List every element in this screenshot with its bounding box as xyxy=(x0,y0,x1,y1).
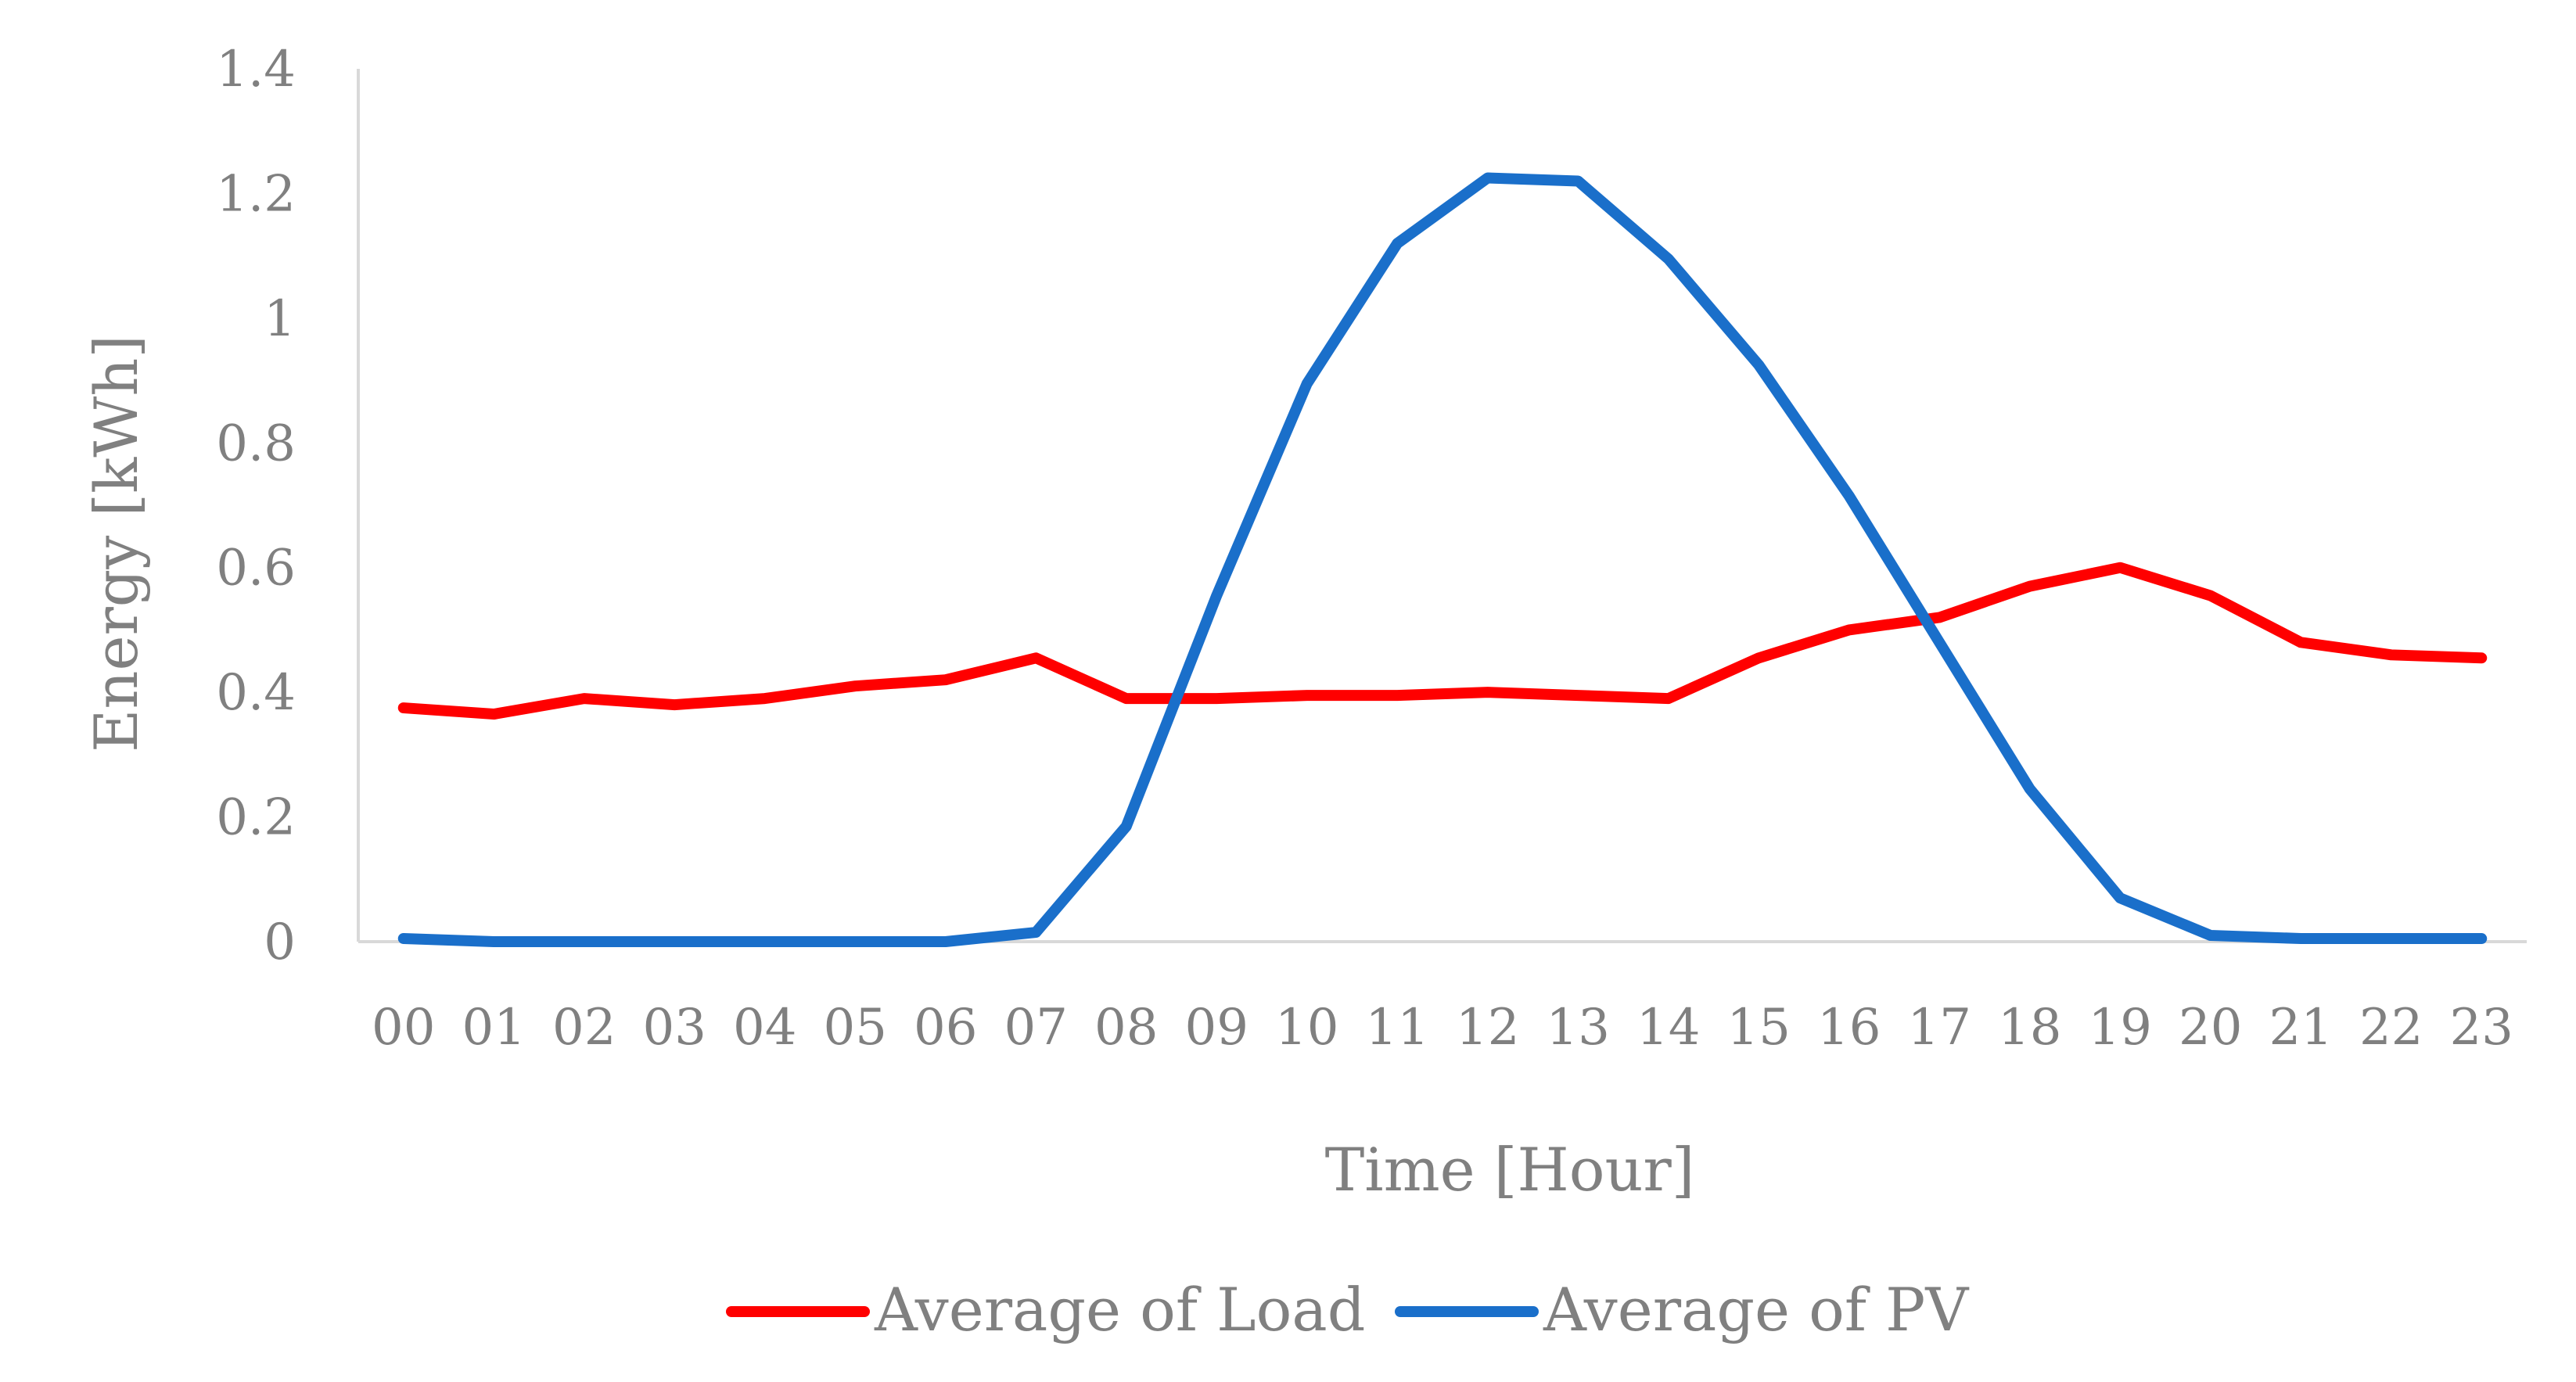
labels-layer: Time [Hour] Energy [kWh] 00.20.40.60.811… xyxy=(81,41,2513,1204)
y-tick-label: 0.6 xyxy=(216,540,296,598)
x-tick-label: 12 xyxy=(1456,999,1519,1057)
x-tick-label: 23 xyxy=(2450,999,2513,1057)
series-layer xyxy=(397,172,2488,947)
x-tick-label: 22 xyxy=(2359,999,2423,1057)
y-tick-label: 0.2 xyxy=(216,789,296,847)
axes-layer xyxy=(357,69,2527,943)
y-tick-label: 0.8 xyxy=(216,415,296,472)
x-tick-label: 10 xyxy=(1275,999,1338,1057)
x-tick-label: 16 xyxy=(1817,999,1881,1057)
x-tick-label: 20 xyxy=(2179,999,2242,1057)
x-tick-label: 19 xyxy=(2089,999,2152,1057)
y-tick-label: 1.4 xyxy=(216,41,296,99)
x-tick-label: 18 xyxy=(1998,999,2061,1057)
x-tick-label: 14 xyxy=(1636,999,1700,1057)
x-tick-label: 05 xyxy=(824,999,887,1057)
x-tick-label: 01 xyxy=(462,999,526,1057)
series-line-average-of-load xyxy=(397,562,2488,720)
x-tick-label: 06 xyxy=(914,999,977,1057)
y-tick-label: 1 xyxy=(264,290,296,348)
legend-label-average-of-load: Average of Load xyxy=(874,1275,1365,1344)
x-tick-label: 21 xyxy=(2269,999,2333,1057)
legend: Average of Load Average of PV xyxy=(726,1275,1969,1344)
x-tick-label: 02 xyxy=(552,999,616,1057)
x-tick-label: 15 xyxy=(1727,999,1791,1057)
x-tick-label: 07 xyxy=(1004,999,1068,1057)
y-tick-label: 0 xyxy=(264,914,296,971)
legend-label-average-of-pv: Average of PV xyxy=(1543,1275,1969,1344)
x-tick-label: 11 xyxy=(1366,999,1429,1057)
x-tick-label: 08 xyxy=(1094,999,1158,1057)
y-tick-label: 1.2 xyxy=(216,165,296,223)
y-axis-title: Energy [kWh] xyxy=(81,335,151,752)
x-tick-label: 09 xyxy=(1185,999,1248,1057)
y-tick-label: 0.4 xyxy=(216,664,296,722)
x-tick-label: 00 xyxy=(372,999,435,1057)
x-axis-title: Time [Hour] xyxy=(1325,1135,1695,1204)
series-line-average-of-pv xyxy=(397,172,2488,947)
x-tick-label: 13 xyxy=(1547,999,1610,1057)
x-tick-label: 03 xyxy=(643,999,706,1057)
x-tick-label: 04 xyxy=(733,999,796,1057)
x-tick-label: 17 xyxy=(1908,999,1971,1057)
